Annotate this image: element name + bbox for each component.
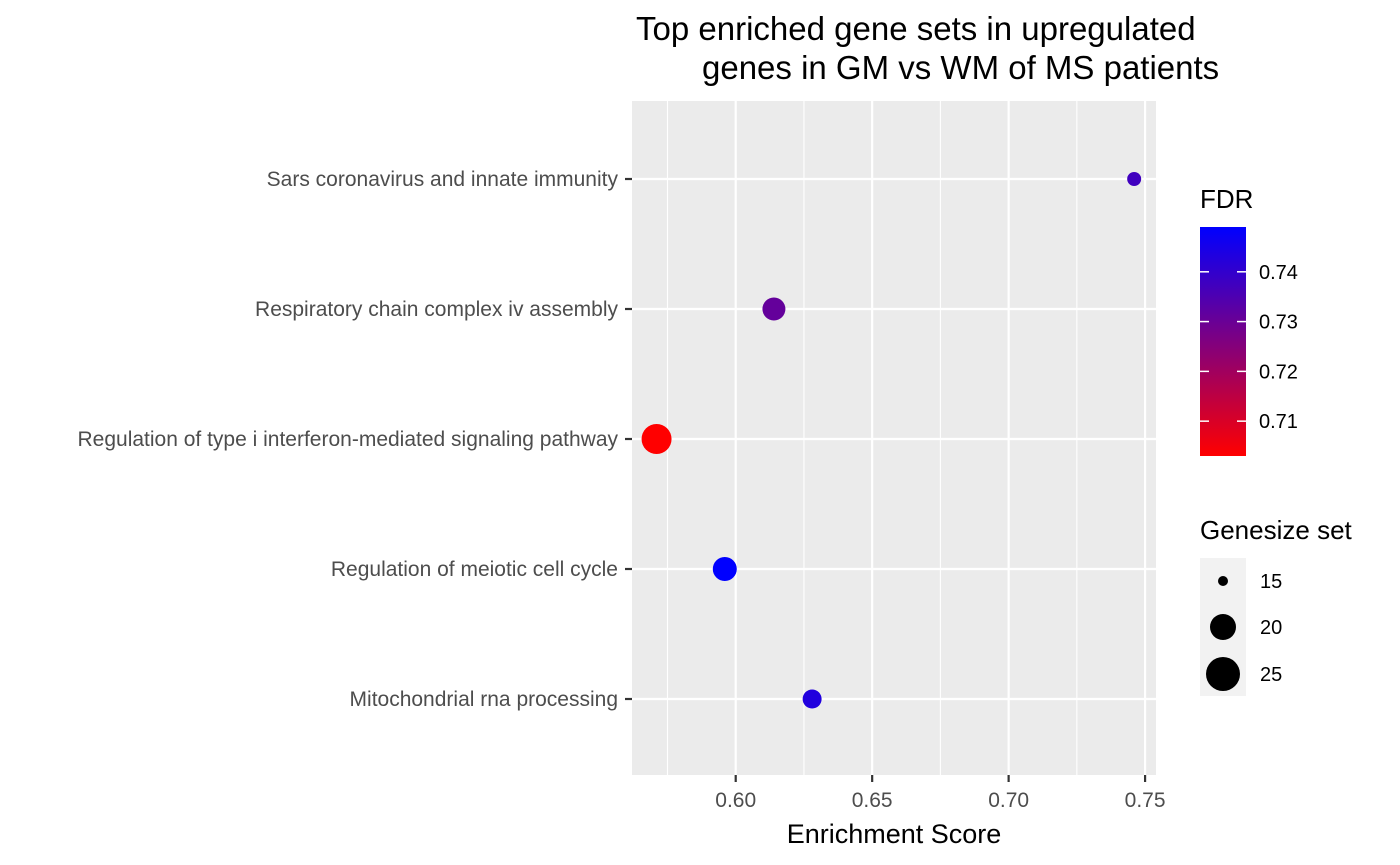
x-tick-label: 0.70 — [988, 789, 1029, 812]
y-tick-label: Sars coronavirus and innate immunity — [267, 168, 619, 191]
size-legend-label: 15 — [1260, 571, 1282, 593]
data-point — [712, 557, 737, 581]
chart-title-line-2: genes in GM vs WM of MS patients — [702, 49, 1219, 86]
data-point — [1127, 172, 1142, 186]
size-legend-circle — [1206, 657, 1240, 691]
colorbar-tick-label: 0.74 — [1259, 262, 1298, 284]
data-points — [641, 172, 1142, 709]
x-axis-title: Enrichment Score — [787, 819, 1002, 849]
y-axis: Sars coronavirus and innate immunity Resp… — [78, 168, 632, 711]
size-legend-circle — [1218, 576, 1228, 586]
y-tick-label: Respiratory chain complex iv assembly — [255, 298, 618, 321]
size-legend-label: 25 — [1260, 664, 1282, 686]
fdr-colorbar — [1200, 227, 1246, 456]
colorbar-tick-label: 0.71 — [1259, 411, 1298, 433]
chart-title-line-1: Top enriched gene sets in upregulated — [636, 10, 1196, 47]
y-tick-label: Mitochondrial rna processing — [350, 688, 618, 711]
y-tick-label: Regulation of type i interferon-mediated… — [78, 428, 619, 451]
colorbar-tick-label: 0.73 — [1259, 312, 1298, 334]
size-legend-circle — [1210, 614, 1236, 640]
data-point — [802, 689, 822, 709]
size-legend-keys: 15 20 25 — [1206, 571, 1282, 691]
major-gridlines — [632, 101, 1156, 775]
size-legend-title: Genesize set — [1200, 515, 1353, 545]
x-tick-label: 0.75 — [1125, 789, 1166, 812]
data-point — [762, 297, 786, 321]
data-point — [641, 424, 672, 454]
x-axis: 0.60 0.65 0.70 0.75 — [715, 775, 1166, 812]
size-legend-label: 20 — [1260, 617, 1282, 639]
fdr-colorbar-ticks: 0.71 0.72 0.73 0.74 — [1200, 262, 1298, 433]
y-tick-label: Regulation of meiotic cell cycle — [331, 558, 618, 581]
colorbar-tick-label: 0.72 — [1259, 361, 1298, 383]
x-tick-label: 0.60 — [715, 789, 756, 812]
x-tick-label: 0.65 — [852, 789, 893, 812]
fdr-legend-title: FDR — [1200, 184, 1253, 214]
